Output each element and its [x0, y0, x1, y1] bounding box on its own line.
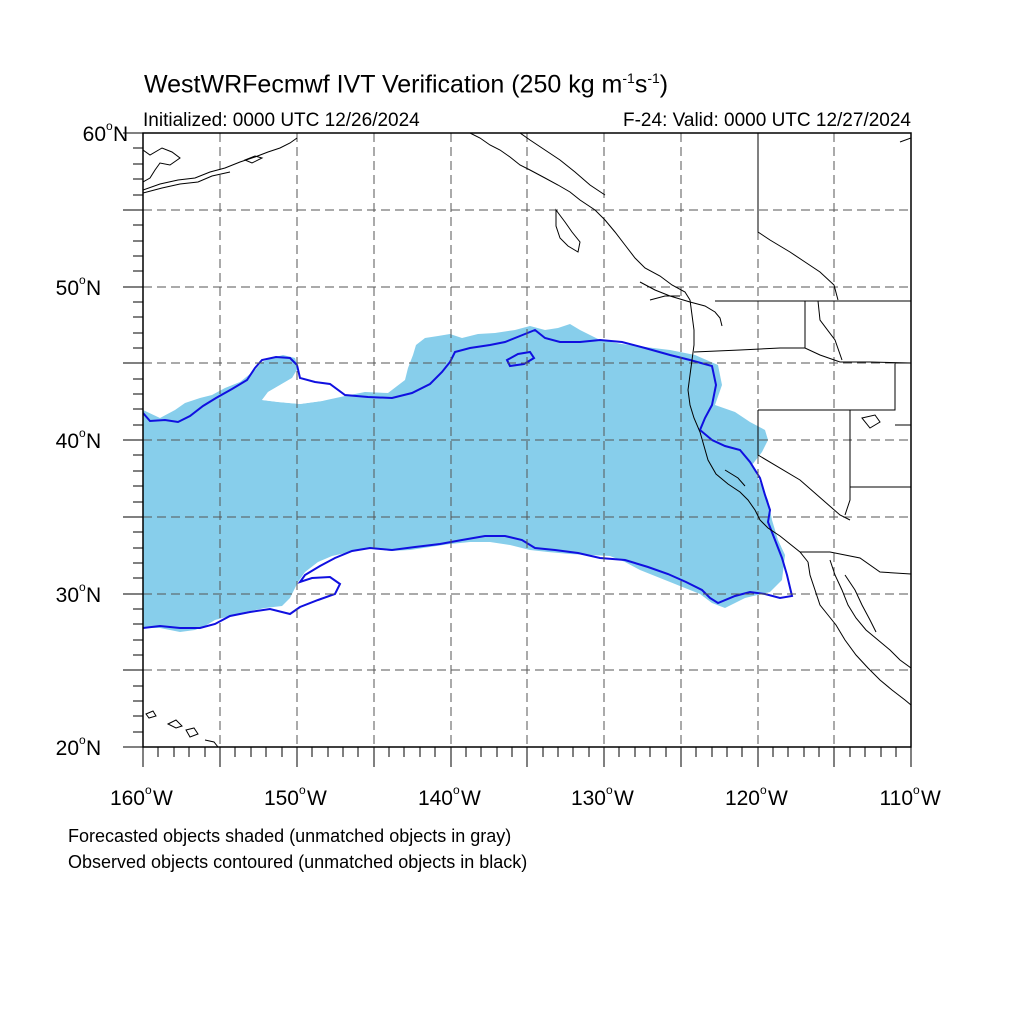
- political-borders: [693, 133, 911, 575]
- lon-suffix-130: W: [614, 787, 634, 810]
- lat-suffix-30: N: [86, 584, 101, 607]
- observed-ivt-contour: [143, 328, 794, 629]
- lon-label-160: 160: [110, 787, 145, 810]
- observed-small-contour: [505, 350, 536, 368]
- lon-label-120: 120: [725, 787, 760, 810]
- lat-degree-20: o: [79, 733, 86, 747]
- lon-degree-160: o: [145, 783, 152, 797]
- lon-degree-120: o: [760, 783, 767, 797]
- lat-label-50: 50: [56, 277, 79, 300]
- lon-label-110: 110: [880, 787, 913, 810]
- lon-suffix-110: W: [921, 787, 941, 810]
- lon-degree-150: o: [299, 783, 306, 797]
- lon-degree-130: o: [606, 783, 613, 797]
- latitude-labels: 60 o N 50 o N 40 o N 30 o N 20 o N: [56, 119, 129, 760]
- lon-suffix-120: W: [768, 787, 788, 810]
- lat-suffix-60: N: [113, 123, 128, 146]
- lat-degree-50: o: [79, 273, 86, 287]
- coastlines: [143, 133, 911, 747]
- longitude-labels: 160 o W 150 o W 140 o W 130 o W 120 o W …: [110, 783, 941, 810]
- plot-title: WestWRFecmwf IVT Verification (250 kg m-…: [144, 70, 669, 99]
- lat-label-60: 60: [83, 123, 106, 146]
- lat-label-40: 40: [56, 430, 79, 453]
- lon-suffix-160: W: [153, 787, 173, 810]
- lat-suffix-20: N: [86, 737, 101, 760]
- forecast-ivt-object: [143, 324, 785, 632]
- forecast-gap: [262, 378, 340, 404]
- lat-suffix-50: N: [86, 277, 101, 300]
- lat-label-30: 30: [56, 584, 79, 607]
- lon-suffix-150: W: [307, 787, 327, 810]
- lat-degree-40: o: [79, 426, 86, 440]
- grid-lines: [143, 133, 911, 747]
- lat-degree-30: o: [79, 580, 86, 594]
- lat-degree-60: o: [106, 119, 113, 133]
- initialized-time: Initialized: 0000 UTC 12/26/2024: [143, 110, 420, 131]
- caption-forecast: Forecasted objects shaded (unmatched obj…: [68, 826, 512, 846]
- lon-label-130: 130: [571, 787, 606, 810]
- lon-suffix-140: W: [461, 787, 481, 810]
- lat-suffix-40: N: [86, 430, 101, 453]
- tick-marks: [123, 132, 912, 767]
- lat-label-20: 20: [56, 737, 79, 760]
- lon-degree-110: o: [913, 783, 920, 797]
- caption-observed: Observed objects contoured (unmatched ob…: [68, 852, 528, 872]
- lon-degree-140: o: [453, 783, 460, 797]
- lon-label-150: 150: [264, 787, 299, 810]
- lon-label-140: 140: [418, 787, 453, 810]
- valid-time: F-24: Valid: 0000 UTC 12/27/2024: [623, 110, 911, 131]
